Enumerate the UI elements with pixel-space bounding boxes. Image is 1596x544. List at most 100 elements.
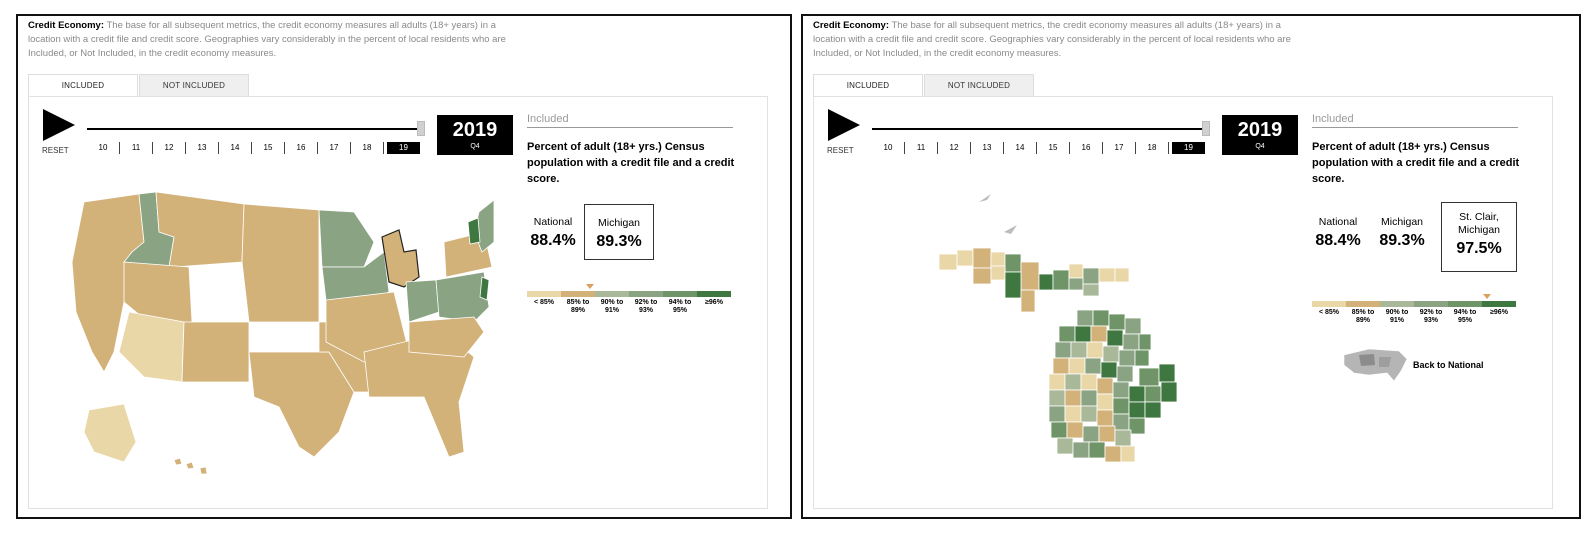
legend-swatch-94-95	[1448, 301, 1482, 307]
state-new-jersey	[479, 276, 490, 301]
year-19[interactable]: 19	[387, 142, 420, 154]
year-15[interactable]: 15	[252, 142, 285, 154]
state-vermont-nh	[467, 217, 481, 245]
tab-not-included[interactable]: NOT INCLUDED	[924, 74, 1034, 96]
stat-label: National	[1318, 216, 1358, 228]
metric-description: Percent of adult (18+ yrs.) Census popul…	[1312, 141, 1520, 185]
year-11[interactable]: 11	[905, 142, 938, 154]
reset-button[interactable]: RESET	[827, 146, 854, 155]
year-16[interactable]: 16	[285, 142, 318, 154]
state-arizona	[118, 311, 185, 383]
state-southwest	[181, 321, 250, 383]
year-13[interactable]: 13	[186, 142, 219, 154]
legend-swatch-85-89	[561, 291, 595, 297]
year-17[interactable]: 17	[318, 142, 351, 154]
legend-swatch-92-93	[1414, 301, 1448, 307]
year-18[interactable]: 18	[351, 142, 384, 154]
state-michigan	[381, 229, 420, 288]
back-to-national-label: Back to National	[1413, 360, 1484, 370]
stat-label: National	[533, 216, 573, 228]
tab-included[interactable]: INCLUDED	[28, 74, 138, 96]
legend-label: ≥96%	[705, 299, 723, 306]
year-13[interactable]: 13	[971, 142, 1004, 154]
state-mid-atlantic	[435, 271, 490, 323]
current-period: 2019 Q4	[437, 115, 513, 155]
year-selector: 10 11 12 13 14 15 16 17 18 19	[87, 142, 420, 154]
year-10[interactable]: 10	[87, 142, 120, 154]
county-st-clair	[1160, 381, 1178, 403]
legend-swatch-lt85	[1312, 301, 1346, 307]
panel-michigan: Credit Economy: The base for all subsequ…	[801, 14, 1581, 519]
timeline-track[interactable]	[872, 128, 1204, 130]
stat-value: 97.5%	[1456, 240, 1502, 257]
content-area: RESET 10 11 12 13 14 15 16 17 18 19 2019…	[813, 96, 1553, 509]
year-16[interactable]: 16	[1070, 142, 1103, 154]
year-18[interactable]: 18	[1136, 142, 1169, 154]
intro-text: Credit Economy: The base for all subsequ…	[813, 19, 1313, 61]
metric-title: Included	[1312, 113, 1518, 128]
year-19[interactable]: 19	[1172, 142, 1205, 154]
intro-body: The base for all subsequent metrics, the…	[28, 20, 506, 59]
year-12[interactable]: 12	[153, 142, 186, 154]
timeline-track[interactable]	[87, 128, 419, 130]
state-minnesota	[318, 209, 375, 268]
reset-button[interactable]: RESET	[42, 146, 69, 155]
year-11[interactable]: 11	[120, 142, 153, 154]
island-piece	[1004, 225, 1017, 234]
current-quarter: Q4	[470, 143, 480, 150]
state-texas	[248, 351, 355, 458]
panel-national: Credit Economy: The base for all subsequ…	[16, 14, 792, 519]
legend-label: < 85%	[1318, 309, 1340, 316]
stat-label: Michigan	[597, 217, 641, 229]
legend-label: 85% to 89%	[566, 299, 590, 314]
intro-body: The base for all subsequent metrics, the…	[813, 20, 1291, 59]
us-map[interactable]	[64, 182, 494, 482]
current-year: 2019	[452, 119, 498, 141]
back-to-national-link[interactable]: Back to National	[1339, 345, 1489, 385]
year-14[interactable]: 14	[1004, 142, 1037, 154]
stat-label: Michigan	[1380, 216, 1424, 228]
legend-current-marker	[1483, 294, 1491, 299]
state-hawaii	[173, 457, 208, 475]
stat-michigan: Michigan 89.3%	[584, 204, 654, 260]
legend-label: 94% to 95%	[1453, 309, 1477, 324]
legend-label: 94% to 95%	[668, 299, 692, 314]
legend-swatch-90-91	[1380, 301, 1414, 307]
tab-not-included[interactable]: NOT INCLUDED	[139, 74, 249, 96]
legend-swatch-92-93	[629, 291, 663, 297]
state-ohio	[405, 279, 440, 323]
michigan-county-map[interactable]	[929, 192, 1194, 482]
state-plains	[241, 203, 320, 323]
current-quarter: Q4	[1255, 143, 1265, 150]
legend-label: 85% to 89%	[1351, 309, 1375, 324]
legend-swatch-lt85	[527, 291, 561, 297]
timeline-handle[interactable]	[417, 121, 425, 136]
stat-label: St. Clair, Michigan	[1457, 211, 1501, 236]
stat-value: 89.3%	[1379, 232, 1425, 249]
legend-labels: < 85% 85% to 89% 90% to 91% 92% to 93% 9…	[1312, 309, 1516, 325]
state-virginia-carolinas	[408, 316, 485, 358]
current-period: 2019 Q4	[1222, 115, 1298, 155]
legend-current-marker	[586, 284, 594, 289]
metric-description: Percent of adult (18+ yrs.) Census popul…	[527, 141, 735, 185]
year-17[interactable]: 17	[1103, 142, 1136, 154]
legend-swatch-90-91	[595, 291, 629, 297]
stat-value: 88.4%	[1315, 232, 1361, 249]
play-icon[interactable]	[828, 109, 860, 141]
year-12[interactable]: 12	[938, 142, 971, 154]
stat-michigan: Michigan 89.3%	[1374, 212, 1430, 251]
legend-labels: < 85% 85% to 89% 90% to 91% 92% to 93% 9…	[527, 299, 731, 315]
year-10[interactable]: 10	[872, 142, 905, 154]
stat-value: 88.4%	[530, 232, 576, 249]
stat-national: National 88.4%	[527, 212, 579, 251]
intro-label: Credit Economy:	[813, 20, 890, 31]
legend-color-scale	[527, 291, 731, 297]
legend-swatch-ge96	[1482, 301, 1516, 307]
timeline-handle[interactable]	[1202, 121, 1210, 136]
legend-color-scale	[1312, 301, 1516, 307]
tab-included[interactable]: INCLUDED	[813, 74, 923, 96]
year-14[interactable]: 14	[219, 142, 252, 154]
legend-swatch-ge96	[697, 291, 731, 297]
year-15[interactable]: 15	[1037, 142, 1070, 154]
play-icon[interactable]	[43, 109, 75, 141]
